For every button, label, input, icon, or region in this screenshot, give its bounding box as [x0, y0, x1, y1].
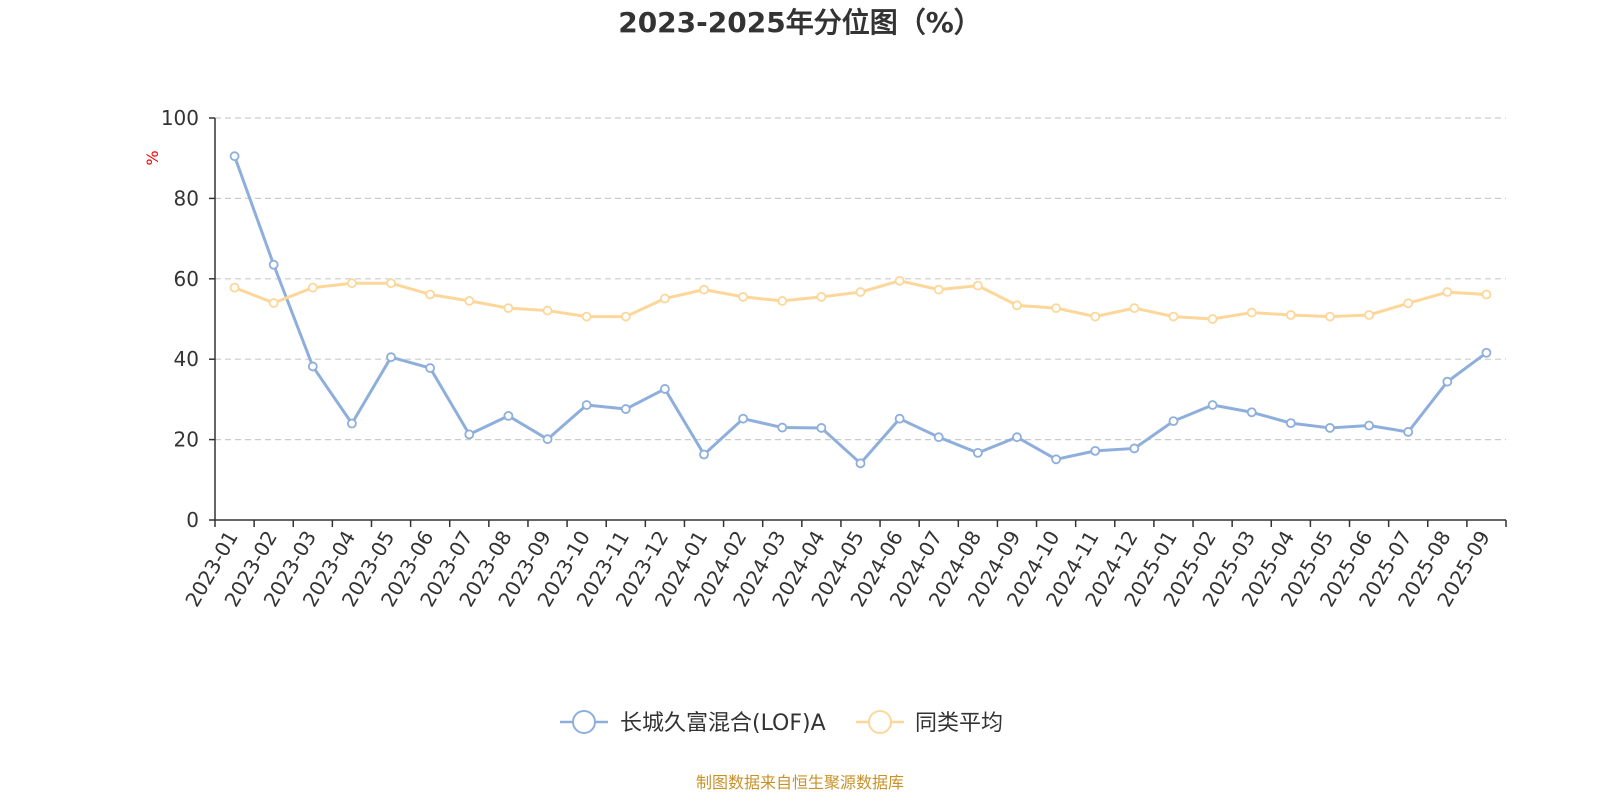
data-point: [1090, 445, 1101, 456]
ytick-label: 20: [174, 428, 199, 452]
data-point: [1325, 311, 1335, 322]
data-point: [777, 296, 788, 306]
ytick-label: 40: [174, 347, 199, 371]
data-point: [386, 278, 396, 289]
data-point: [1364, 310, 1374, 320]
data-point: [386, 352, 396, 363]
data-point: [1207, 314, 1218, 324]
series-layer: [229, 151, 1492, 469]
data-point: [1403, 298, 1414, 309]
data-point: [1364, 420, 1374, 431]
data-point: [1285, 310, 1296, 320]
legend-label: 同类平均: [915, 711, 1003, 736]
source-note: 制图数据来自恒生聚源数据库: [696, 773, 904, 792]
axis-layer: 020406080100%2023-012023-022023-032023-0…: [143, 106, 1507, 611]
legend-item-2: 同类平均: [856, 710, 1003, 736]
data-point: [1168, 311, 1179, 322]
data-point: [699, 284, 709, 295]
data-point: [933, 432, 944, 443]
ytick-label: 60: [174, 267, 199, 291]
data-point: [816, 423, 827, 433]
y-axis-label: %: [143, 150, 162, 165]
data-point: [347, 418, 357, 429]
data-point: [425, 363, 436, 373]
data-point: [1403, 427, 1414, 437]
data-point: [229, 282, 240, 293]
data-point: [1481, 347, 1492, 358]
legend: 长城久富混合(LOF)A 同类平均: [560, 710, 1003, 736]
data-point: [894, 275, 905, 286]
data-point: [1129, 443, 1140, 454]
data-point: [307, 361, 318, 372]
data-point: [1481, 289, 1492, 300]
legend-item-1: 长城久富混合(LOF)A: [560, 710, 826, 736]
data-point: [972, 447, 983, 458]
ytick-label: 0: [186, 508, 199, 532]
data-point: [229, 151, 240, 162]
data-point: [933, 284, 944, 295]
data-point: [699, 449, 709, 460]
legend-marker: [868, 710, 892, 734]
series-line: [233, 155, 1488, 465]
data-point: [581, 400, 592, 410]
chart-title: 2023-2025年分位图（%）: [618, 6, 982, 39]
data-point: [464, 296, 475, 306]
data-point: [620, 404, 631, 414]
data-point: [1168, 416, 1179, 427]
data-point: [1442, 376, 1453, 387]
data-point: [894, 413, 905, 424]
data-point: [738, 291, 749, 302]
data-point: [425, 289, 436, 300]
data-point: [464, 429, 475, 440]
data-point: [1207, 400, 1218, 410]
series-1: [229, 151, 1492, 469]
ytick-label: 100: [161, 106, 199, 130]
data-point: [542, 434, 553, 445]
data-point: [855, 287, 866, 297]
data-point: [777, 422, 788, 433]
data-point: [503, 303, 514, 314]
data-point: [347, 278, 357, 289]
data-point: [1012, 432, 1022, 443]
data-point: [268, 298, 279, 308]
data-point: [1246, 307, 1257, 318]
ytick-label: 80: [174, 186, 199, 210]
data-point: [503, 410, 514, 421]
grid-layer: [215, 117, 1506, 441]
series-line: [234, 279, 1487, 321]
data-point: [1442, 287, 1453, 297]
data-point: [542, 305, 553, 316]
data-point: [855, 458, 866, 469]
series-2: [229, 275, 1492, 324]
data-point: [972, 280, 983, 291]
data-point: [738, 413, 749, 424]
legend-marker: [572, 710, 596, 734]
data-point: [1285, 418, 1296, 429]
data-point: [1246, 407, 1257, 418]
data-point: [268, 259, 279, 270]
data-point: [1129, 303, 1140, 314]
legend-label: 长城久富混合(LOF)A: [620, 711, 826, 736]
data-point: [659, 384, 670, 394]
data-point: [1090, 311, 1101, 322]
data-point: [1325, 423, 1335, 433]
data-point: [1051, 303, 1062, 314]
data-point: [581, 311, 592, 322]
data-point: [307, 282, 318, 293]
data-point: [1012, 300, 1022, 311]
data-point: [620, 311, 631, 322]
data-point: [1051, 454, 1062, 465]
data-point: [816, 291, 827, 302]
data-point: [659, 293, 670, 304]
